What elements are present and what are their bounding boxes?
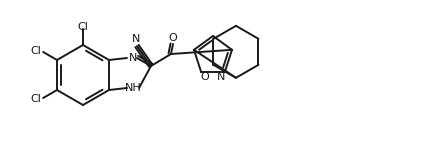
Text: N: N	[217, 72, 225, 82]
Text: Cl: Cl	[30, 46, 41, 56]
Text: Cl: Cl	[77, 22, 88, 32]
Text: O: O	[201, 72, 210, 82]
Text: N: N	[132, 34, 140, 44]
Text: Cl: Cl	[30, 94, 41, 104]
Text: O: O	[168, 33, 177, 43]
Text: NH: NH	[125, 83, 141, 93]
Text: N: N	[129, 53, 137, 63]
